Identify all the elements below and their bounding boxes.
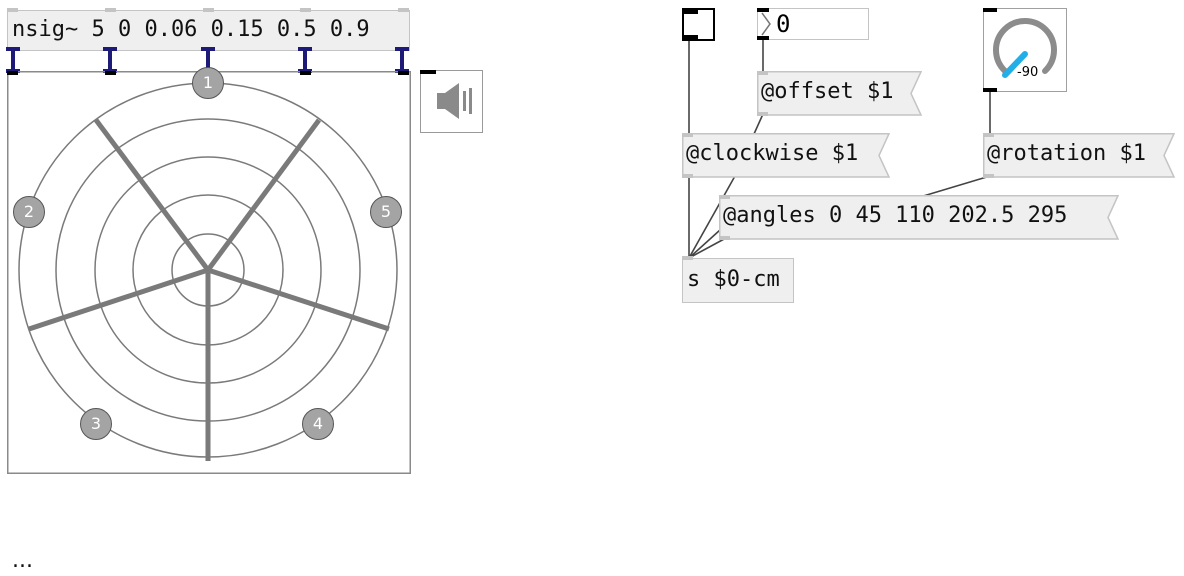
rotation-outlet[interactable] [983,174,994,178]
speaker-badge-4[interactable]: 4 [302,408,334,440]
offset-number-box[interactable]: 0 [757,8,869,40]
send-inlet[interactable] [682,256,693,260]
send-object-label: s $0-cm [687,267,780,292]
speaker-badge-5[interactable]: 5 [370,196,402,228]
rotation-message-label: @rotation $1 [987,141,1146,166]
panner-inlet-2[interactable] [105,71,116,75]
panner-display[interactable] [7,71,411,474]
panner-graphic [7,71,411,474]
nsig-inlet-2[interactable] [105,8,116,12]
speaker-badge-4-label: 4 [312,414,324,433]
clockwise-message-label: @clockwise $1 [686,141,859,166]
clockwise-message[interactable]: @clockwise $1 [682,133,890,178]
speaker-badge-1-label: 1 [202,73,214,92]
nsig-inlet-5[interactable] [398,8,409,12]
speaker-badge-3[interactable]: 3 [80,408,112,440]
nsig-inlet-3[interactable] [203,8,214,12]
clockwise-toggle[interactable] [682,8,715,41]
number-inlet[interactable] [757,8,769,12]
knob-value: -90 [1017,65,1039,80]
nsig-label: nsig~ 5 0 0.06 0.15 0.5 0.9 [12,17,370,42]
ellipsis-text: ... [12,548,33,573]
speaker-badge-2[interactable]: 2 [13,196,45,228]
rotation-knob[interactable]: -90 [983,8,1067,92]
message-shape [983,133,1175,178]
speaker-badge-3-label: 3 [90,414,102,433]
number-outlet[interactable] [757,36,769,40]
number-value: 0 [776,10,791,38]
angles-outlet[interactable] [719,236,730,240]
nsig-inlet-4[interactable] [300,8,311,12]
knob-inlet[interactable] [983,8,997,12]
clockwise-outlet[interactable] [682,174,693,178]
angles-message-label: @angles 0 45 110 202.5 295 [723,203,1068,228]
panner-inlet-5[interactable] [398,71,409,75]
offset-message-label: @offset $1 [761,79,894,104]
message-shape [719,195,1119,240]
knob-dial-icon [993,18,1057,78]
speaker-badge-1[interactable]: 1 [192,67,224,99]
panner-inlet-4[interactable] [300,71,311,75]
offset-message[interactable]: @offset $1 [757,71,922,116]
toggle-inlet[interactable] [684,10,698,14]
angles-inlet[interactable] [719,195,730,199]
rotation-message[interactable]: @rotation $1 [983,133,1175,178]
number-triangle-icon [761,12,771,36]
dac-inlet[interactable] [420,70,436,74]
speaker-badge-2-label: 2 [23,202,35,221]
angles-message[interactable]: @angles 0 45 110 202.5 295 [719,195,1119,240]
offset-outlet[interactable] [757,112,768,116]
dac-speaker-toggle[interactable] [420,70,483,133]
offset-inlet[interactable] [757,71,768,75]
speaker-badge-5-label: 5 [380,202,392,221]
knob-outlet[interactable] [983,88,997,92]
clockwise-inlet[interactable] [682,133,693,137]
send-object[interactable]: s $0-cm [682,258,794,303]
toggle-outlet[interactable] [684,35,698,39]
speaker-icon [437,83,472,119]
message-shape [757,71,922,116]
message-shape [682,133,890,178]
panner-inlet-1[interactable] [7,71,18,75]
rotation-inlet[interactable] [983,133,994,137]
nsig-inlet-1[interactable] [7,8,18,12]
